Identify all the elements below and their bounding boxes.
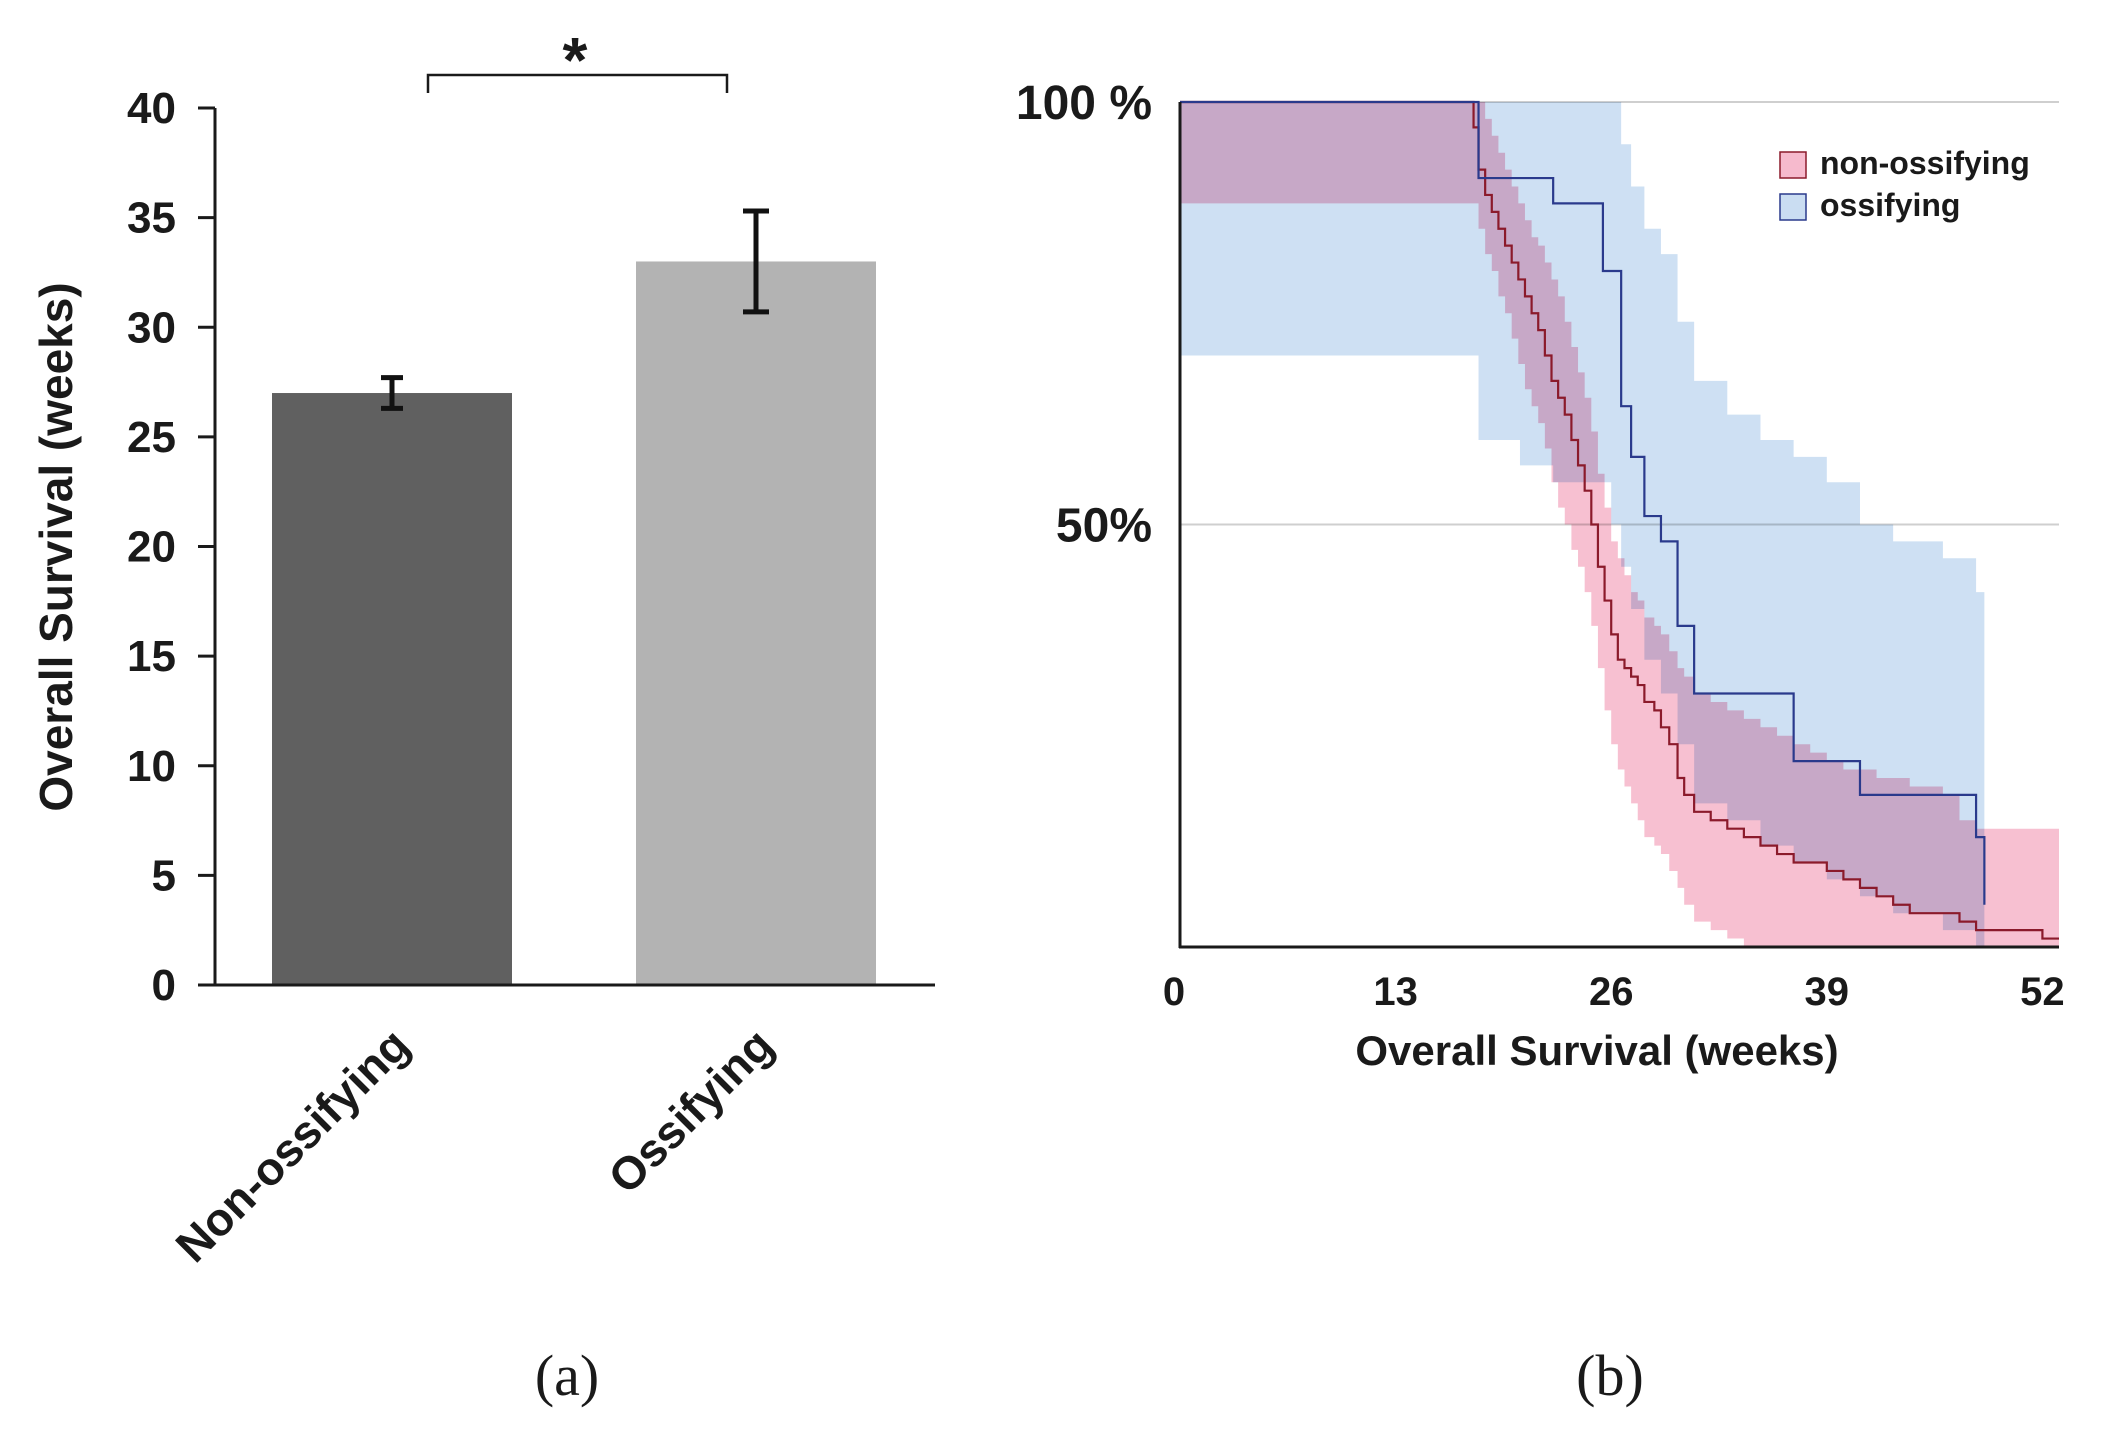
survival-line-non-ossifying <box>1180 100 2059 940</box>
legend: non-ossifying ossifying <box>1779 145 2030 223</box>
y-tick-label: 10 <box>127 742 176 791</box>
legend-swatch-non-ossifying <box>1779 151 1807 179</box>
bar-0 <box>272 393 512 985</box>
y-tick-label: 100 % <box>1016 77 1152 130</box>
panel-label-a: (a) <box>535 1343 599 1408</box>
significance-bracket <box>426 73 729 93</box>
y-tick-label: 20 <box>127 523 176 572</box>
bar-1 <box>636 261 876 986</box>
x-tick-label: 39 <box>1805 970 1850 1014</box>
panel-label-b: (b) <box>1576 1343 1644 1408</box>
significance-marker: * <box>563 24 588 96</box>
x-tick-label: Ossifying <box>598 1018 783 1203</box>
y-tick-label: 15 <box>127 632 176 681</box>
legend-label: non-ossifying <box>1820 145 2030 181</box>
x-tick-label: 52 <box>2020 970 2065 1014</box>
y-tick-label: 25 <box>127 413 176 462</box>
y-tick-label: 40 <box>127 84 176 133</box>
survival-chart-panel: 50% 100 % 0 13 26 39 52 Overall Survival (wee… <box>1016 77 2065 1408</box>
y-tick-label: 30 <box>127 303 176 352</box>
y-tick-label: 50% <box>1056 500 1152 553</box>
y-axis-title: Overall Survival (weeks) <box>30 282 82 811</box>
y-tick-label: 0 <box>152 961 176 1010</box>
survival-line-ossifying <box>1180 100 1986 905</box>
legend-label: ossifying <box>1820 187 1960 223</box>
y-tick-label: 5 <box>152 851 176 900</box>
legend-swatch-ossifying <box>1779 193 1807 221</box>
y-tick-label: 35 <box>127 194 176 243</box>
x-tick-label: 13 <box>1373 970 1418 1014</box>
x-tick-label: 0 <box>1163 970 1185 1014</box>
x-tick-label: Non-ossifying <box>165 1018 419 1272</box>
confidence-band-non-ossifying <box>1180 102 2059 947</box>
x-tick-label: 26 <box>1589 970 1634 1014</box>
x-axis-title: Overall Survival (weeks) <box>1355 1027 1838 1074</box>
